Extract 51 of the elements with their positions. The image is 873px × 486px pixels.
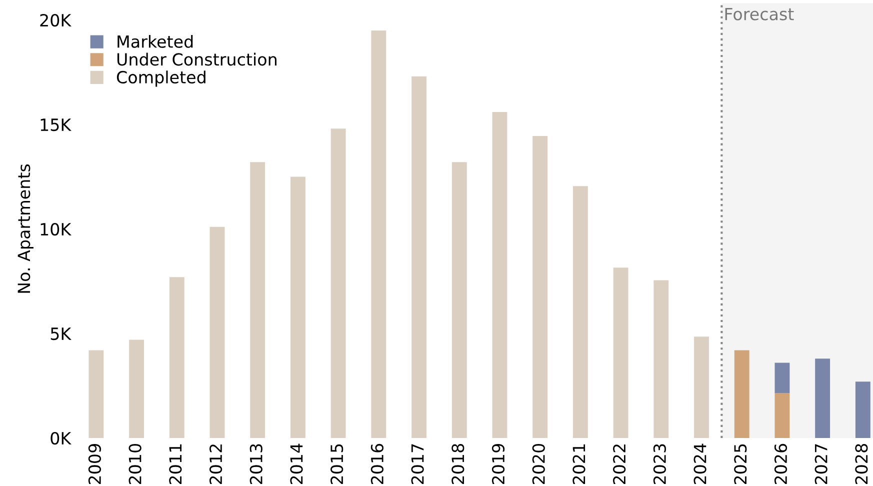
- x-tick-label: 2016: [370, 444, 384, 484]
- bar: [815, 358, 830, 438]
- band-label: Forecast: [725, 8, 794, 20]
- x-tick-label: 2021: [572, 444, 586, 484]
- x-tick-label: 2012: [209, 444, 222, 484]
- bar: [532, 136, 548, 438]
- y-tick-label: 5K: [50, 328, 72, 340]
- x-tick-label: 2026: [774, 444, 788, 484]
- y-axis-title: No. Apartments: [18, 164, 34, 293]
- x-tick-label: 2019: [492, 444, 505, 484]
- x-tick-label: 2018: [452, 444, 464, 484]
- y-tick-label: 20K: [40, 14, 72, 27]
- bar: [129, 340, 144, 438]
- x-tick-label: 2025: [734, 444, 747, 484]
- y-tick-label: 10K: [40, 222, 72, 236]
- bar: [330, 128, 346, 438]
- bar: [572, 186, 588, 438]
- legend-label: Under Construction: [117, 52, 276, 66]
- x-tick-label: 2014: [290, 444, 303, 484]
- x-tick-label: 2011: [169, 444, 182, 484]
- bar: [452, 162, 467, 438]
- x-tick-label: 2023: [653, 444, 666, 484]
- bar: [290, 176, 306, 438]
- x-tick-label: 2015: [330, 444, 344, 484]
- bar: [412, 76, 426, 438]
- x-tick-label: 2024: [694, 444, 706, 484]
- bar: [774, 393, 790, 438]
- bar: [250, 162, 266, 438]
- bar: [613, 268, 628, 438]
- bar: [654, 280, 669, 438]
- x-tick-label: 2010: [128, 444, 142, 484]
- bar: [855, 382, 870, 438]
- legend-label: Completed: [116, 70, 206, 87]
- bar: [371, 30, 386, 438]
- bar: [774, 362, 790, 394]
- y-tick-label: 0K: [50, 432, 72, 445]
- x-tick-label: 2028: [855, 444, 868, 484]
- bar: [734, 350, 750, 438]
- bar: [169, 277, 184, 438]
- bar: [694, 336, 709, 438]
- y-tick-label: 15K: [40, 118, 72, 132]
- x-tick-label: 2017: [411, 444, 424, 484]
- x-tick-label: 2027: [814, 444, 828, 484]
- legend-label: Marketed: [118, 35, 193, 48]
- x-tick-label: 2020: [532, 444, 545, 484]
- bar: [492, 112, 508, 438]
- bar: [210, 226, 225, 438]
- x-tick-label: 2009: [88, 444, 102, 484]
- x-tick-label: 2013: [250, 444, 262, 484]
- x-tick-label: 2022: [613, 444, 626, 484]
- bar: [88, 350, 104, 438]
